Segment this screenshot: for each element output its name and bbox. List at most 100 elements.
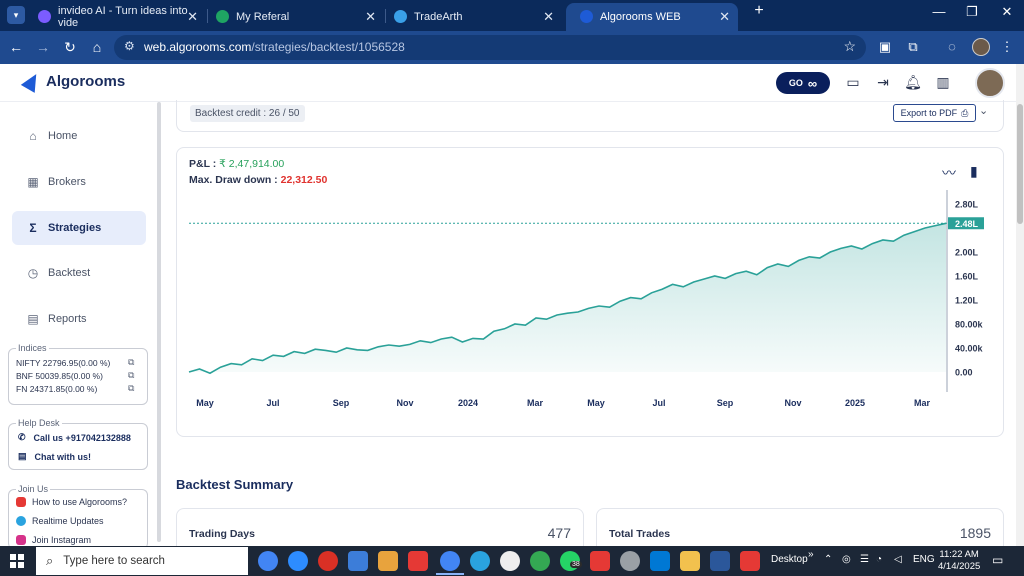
pnl-series-line [188, 222, 947, 375]
notifications-icon[interactable]: ▭ [992, 553, 1004, 567]
settings-taskbar-icon[interactable] [620, 551, 640, 571]
close-tab-icon[interactable]: ✕ [719, 9, 730, 24]
current-value-badge [948, 217, 984, 230]
notification-bell-icon[interactable]: 🔔︎ [904, 74, 922, 90]
language-indicator[interactable]: ENG [913, 554, 935, 565]
browser-tab-tradearth[interactable]: TradeArth ✕ [380, 3, 562, 31]
close-window-icon[interactable]: ✕ [1001, 4, 1013, 19]
sidebar-scrollbar[interactable] [157, 102, 161, 542]
referal-favicon-icon [216, 10, 229, 23]
bookmark-star-icon[interactable]: ☆ [843, 38, 856, 54]
telegram-taskbar-icon[interactable] [470, 551, 490, 571]
close-tab-icon[interactable]: ✕ [187, 9, 198, 24]
user-avatar[interactable] [975, 68, 1005, 98]
zoom-taskbar-icon[interactable] [288, 551, 308, 571]
chrome-active-taskbar-icon[interactable] [436, 551, 464, 575]
index-bnf: BNF 50039.85(0.00 %) ⧉ [16, 370, 135, 381]
tradearth-favicon-icon [394, 10, 407, 23]
loading-spinner-icon: ◌ [948, 39, 956, 54]
home-icon[interactable]: ⌂ [92, 39, 102, 55]
chrome-alt-taskbar-icon[interactable] [530, 551, 550, 571]
sidebar-item-strategies[interactable]: Σ Strategies [12, 211, 146, 245]
chat-with-us-link[interactable]: ▤ Chat with us! [18, 451, 92, 462]
infinity-icon: ∞ [807, 75, 818, 91]
stat-label: Total Trades [609, 528, 671, 540]
volume-icon[interactable]: ◁ [894, 554, 902, 565]
sidebar-item-home[interactable]: ⌂ Home [12, 119, 146, 153]
page-scrollbar[interactable] [1016, 64, 1024, 546]
toolbar-expand-icon[interactable]: » [808, 549, 814, 560]
file-explorer-taskbar-icon[interactable] [378, 551, 398, 571]
acrobat-taskbar-icon[interactable] [740, 551, 760, 571]
browser-tab-my-referal[interactable]: My Referal ✕ [202, 3, 384, 31]
wallet-icon[interactable]: ▭ [846, 74, 860, 90]
export-pdf-button[interactable]: Export to PDF ⎙ [893, 104, 976, 122]
youtube-link[interactable]: How to use Algorooms? [16, 497, 127, 507]
tray-overflow-icon[interactable]: ⌃ [824, 554, 833, 565]
back-arrow-icon[interactable]: ← [9, 39, 23, 55]
folder-taskbar-icon[interactable] [680, 551, 700, 571]
anydesk-alt-taskbar-icon[interactable] [590, 551, 610, 571]
call-us-link[interactable]: ✆ Call us +917042132888 [18, 432, 131, 443]
network-icon[interactable]: ☰ [860, 554, 869, 565]
instagram-link[interactable]: Join Instagram [16, 535, 91, 545]
chevron-down-icon[interactable]: ⌄ [979, 105, 989, 117]
logo-arrow-icon [20, 70, 44, 93]
tray-app-icon[interactable]: ◎ [842, 554, 851, 565]
x-tick-label: Mar [527, 398, 544, 408]
whatsapp-taskbar-icon[interactable]: 38 [560, 551, 582, 571]
external-link-icon[interactable]: ⧉ [128, 357, 135, 367]
word-taskbar-icon[interactable] [710, 551, 730, 571]
tab-title: My Referal [236, 11, 290, 23]
sidebar-item-backtest[interactable]: ◷ Backtest [12, 256, 146, 290]
wifi-icon[interactable]: ◔ [876, 554, 883, 565]
report-chart-icon[interactable]: ▥ [936, 74, 950, 90]
address-bar[interactable]: ⚙ web.algorooms.com/strategies/backtest/… [114, 35, 866, 60]
start-button[interactable] [0, 546, 34, 576]
store-taskbar-icon[interactable] [650, 551, 670, 571]
calculator-taskbar-icon[interactable] [348, 551, 368, 571]
minimize-icon[interactable]: — [932, 4, 946, 19]
backtest-credit-card [176, 100, 1004, 132]
close-tab-icon[interactable]: ✕ [543, 9, 554, 24]
forward-arrow-icon[interactable]: → [36, 39, 50, 55]
logout-icon[interactable]: ⇥ [877, 74, 889, 90]
anydesk-taskbar-icon[interactable] [408, 551, 428, 571]
site-info-icon[interactable]: ⚙ [124, 39, 135, 53]
new-tab-button[interactable]: + [754, 2, 764, 19]
bar-chart-toggle-icon[interactable]: ▮ [970, 163, 978, 179]
chrome-taskbar-icon[interactable] [258, 551, 278, 571]
taskbar-search-box[interactable]: ⌕ Type here to search [36, 547, 248, 575]
x-tick-label: Sep [717, 398, 734, 408]
reload-icon[interactable]: ↻ [64, 39, 76, 55]
maps-taskbar-icon[interactable] [500, 551, 520, 571]
external-link-icon[interactable]: ⧉ [128, 383, 135, 393]
page-scrollbar-thumb[interactable] [1017, 104, 1023, 224]
extensions-puzzle-icon[interactable]: ⧉ [908, 39, 918, 54]
taskbar-clock[interactable]: 11:22 AM 4/14/2025 [938, 549, 980, 573]
indices-title: Indices [16, 343, 49, 353]
qr-code-icon[interactable]: ▣ [878, 39, 892, 54]
y-tick-label: 2.48L [955, 219, 979, 229]
go-infinity-button[interactable]: GO ∞ [776, 72, 830, 94]
sidebar-item-brokers[interactable]: ▦ Brokers [12, 165, 146, 199]
sidebar-item-reports[interactable]: ▤ Reports [12, 302, 146, 336]
browser-menu-icon[interactable]: ⋮ [1000, 39, 1014, 54]
browser-tab-algorooms[interactable]: Algorooms WEB ✕ [566, 3, 738, 31]
external-link-icon[interactable]: ⧉ [128, 370, 135, 380]
close-tab-icon[interactable]: ✕ [365, 9, 376, 24]
brokers-icon: ▦ [27, 175, 39, 189]
algorooms-logo[interactable]: Algorooms [20, 70, 125, 93]
x-tick-label: Nov [784, 398, 801, 408]
windows-logo-icon [10, 554, 24, 568]
chrome-profile-taskbar-icon[interactable] [318, 551, 338, 571]
browser-tab-invideo[interactable]: invideo AI - Turn ideas into vide ✕ [24, 3, 206, 31]
line-chart-toggle-icon[interactable]: 〰 [942, 165, 956, 181]
stat-card-trading-days: Trading Days 477 [176, 508, 584, 548]
telegram-link[interactable]: Realtime Updates [16, 516, 104, 526]
sidebar [0, 102, 162, 546]
browser-profile-avatar[interactable] [972, 38, 990, 56]
tab-search-button[interactable]: ▾ [7, 6, 25, 24]
restore-icon[interactable]: ❐ [966, 4, 978, 19]
desktop-toolbar-label[interactable]: Desktop [771, 554, 808, 565]
